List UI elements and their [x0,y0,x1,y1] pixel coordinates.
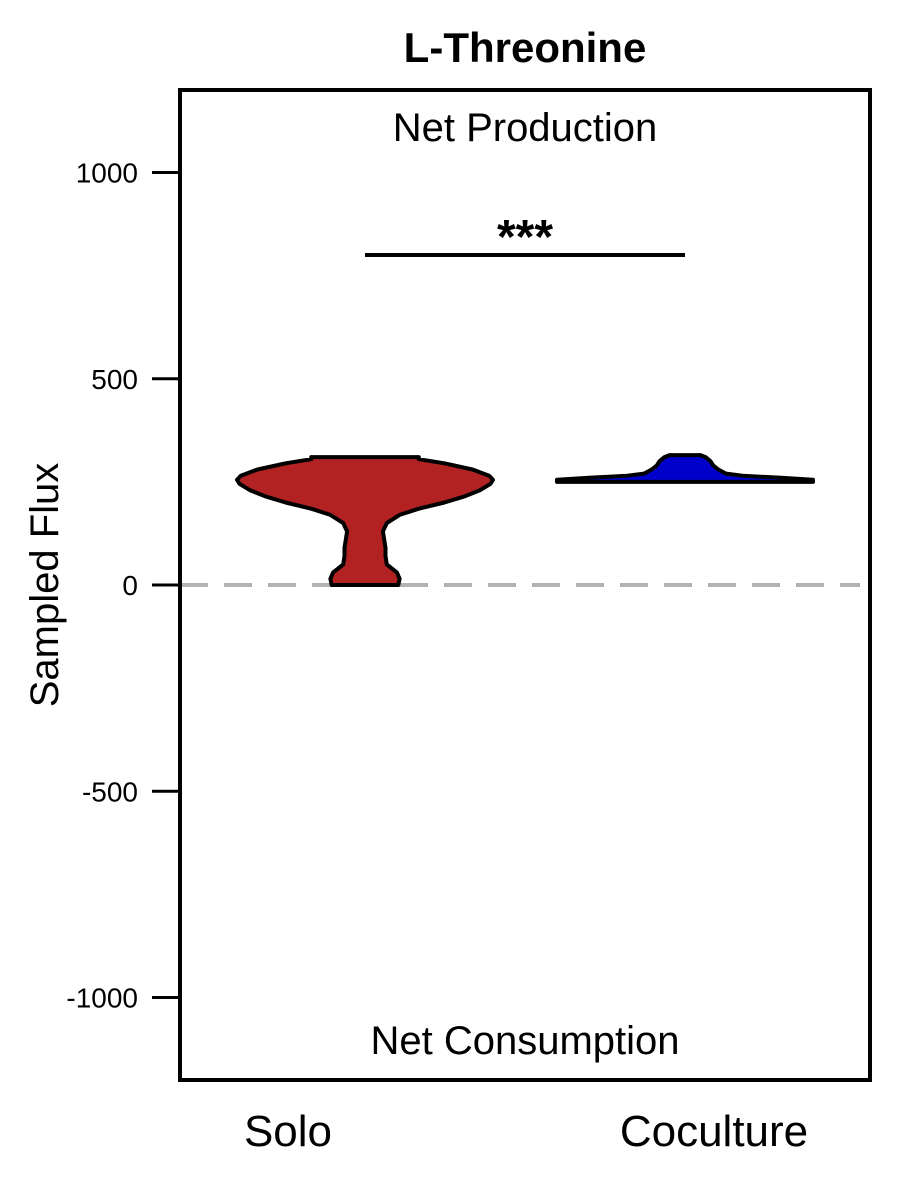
violin-solo [235,455,495,587]
y-axis-label: Sampled Flux [23,463,67,708]
x-category-label: Solo [244,1107,332,1156]
y-tick-label: 1000 [76,158,138,189]
y-tick-label: -500 [82,776,138,807]
y-axis: 1000 500 0 -500 -1000 [66,158,180,1014]
significance-layer: *** [365,211,685,264]
net-consumption-label: Net Consumption [370,1019,679,1063]
plot-frame [178,88,872,1082]
significance-stars: *** [497,211,553,264]
chart-title: L-Threonine [404,24,647,71]
x-axis-categories: Solo Coculture [244,1107,808,1156]
y-tick-label: 0 [122,570,138,601]
net-production-label: Net Production [393,106,658,150]
y-tick-label: 500 [91,364,138,395]
violin-coculture [555,453,815,484]
y-tick-label: -1000 [66,983,138,1014]
violin-layer [235,453,815,587]
x-category-label: Coculture [620,1107,808,1156]
